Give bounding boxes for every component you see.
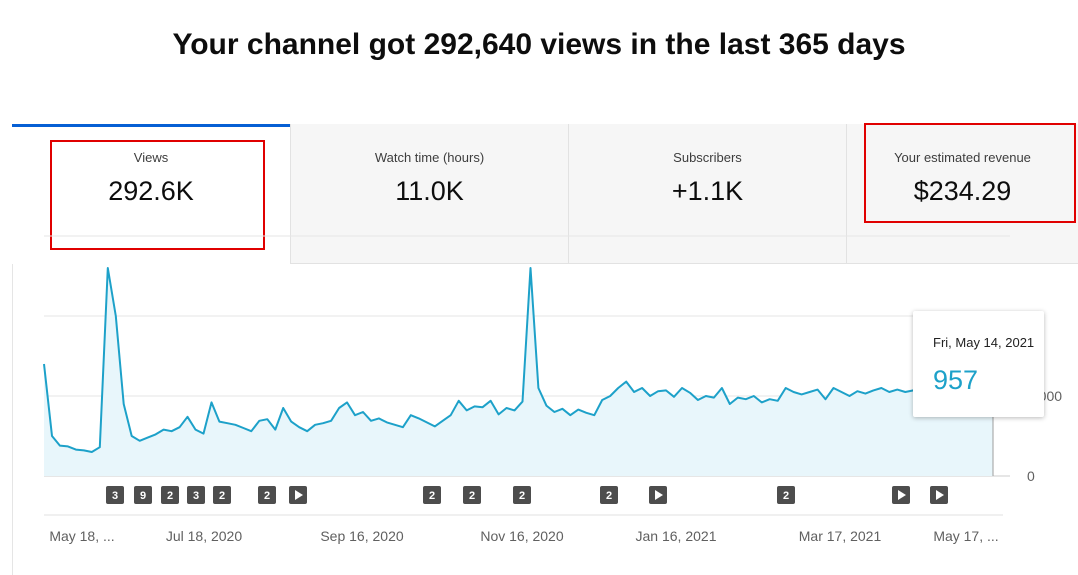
event-marker[interactable]: 2 — [600, 486, 618, 504]
event-marker[interactable]: 2 — [423, 486, 441, 504]
tab-watch-time-label: Watch time (hours) — [374, 150, 485, 165]
play-icon — [898, 490, 906, 500]
tooltip-date: Fri, May 14, 2021 — [933, 335, 1035, 350]
video-marker[interactable] — [649, 486, 667, 504]
x-tick-label: Jul 18, 2020 — [166, 528, 242, 544]
event-marker-count: 3 — [193, 490, 199, 502]
event-marker[interactable]: 2 — [213, 486, 231, 504]
event-marker-count: 9 — [140, 490, 146, 502]
chart-tooltip: Fri, May 14, 2021 957 — [913, 311, 1044, 417]
tooltip-value: 957 — [933, 365, 979, 395]
metric-tabs: Views 292.6K Watch time (hours) 11.0K Su… — [12, 124, 1078, 264]
tab-watch-time-value: 11.0K — [395, 176, 464, 206]
x-tick-label: Nov 16, 2020 — [480, 528, 563, 544]
x-tick-label: Jan 16, 2021 — [636, 528, 717, 544]
tab-estimated-revenue[interactable]: Your estimated revenue $234.29 — [846, 124, 1078, 264]
tab-subscribers-label: Subscribers — [673, 150, 742, 165]
event-marker-count: 2 — [469, 490, 475, 502]
event-marker-count: 2 — [219, 490, 225, 502]
event-marker-count: 2 — [606, 490, 612, 502]
play-icon — [936, 490, 944, 500]
event-marker[interactable]: 2 — [777, 486, 795, 504]
tab-subscribers[interactable]: Subscribers +1.1K — [568, 124, 846, 264]
tab-estimated-revenue-value: $234.29 — [913, 176, 1012, 206]
x-axis-ticks: May 18, ... Jul 18, 2020 Sep 16, 2020 Nov 1… — [44, 514, 1003, 544]
play-icon — [295, 490, 303, 500]
x-tick-label: Sep 16, 2020 — [320, 528, 404, 544]
page-headline: Your channel got 292,640 views in the la… — [172, 28, 906, 61]
event-marker[interactable]: 2 — [161, 486, 179, 504]
event-marker[interactable]: 3 — [187, 486, 205, 504]
event-marker[interactable]: 2 — [258, 486, 276, 504]
x-tick-label: Mar 17, 2021 — [799, 528, 882, 544]
tab-subscribers-value: +1.1K — [671, 176, 744, 206]
event-marker-count: 2 — [264, 490, 270, 502]
x-tick-label: May 18, ... — [49, 528, 114, 544]
event-marker-count: 3 — [112, 490, 118, 502]
event-marker-count: 2 — [167, 490, 173, 502]
video-marker[interactable] — [289, 486, 307, 504]
tab-views[interactable]: Views 292.6K — [12, 124, 290, 264]
event-marker[interactable]: 2 — [513, 486, 531, 504]
tab-watch-time[interactable]: Watch time (hours) 11.0K — [290, 124, 568, 264]
video-marker[interactable] — [930, 486, 948, 504]
event-marker-count: 2 — [519, 490, 525, 502]
event-marker[interactable]: 3 — [106, 486, 124, 504]
event-marker[interactable]: 9 — [134, 486, 152, 504]
tab-views-label: Views — [133, 150, 169, 165]
event-marker-count: 2 — [783, 490, 789, 502]
video-marker[interactable] — [892, 486, 910, 504]
event-marker[interactable]: 2 — [463, 486, 481, 504]
tab-estimated-revenue-label: Your estimated revenue — [894, 150, 1031, 165]
views-line — [43, 267, 994, 453]
tab-views-value: 292.6K — [108, 176, 194, 206]
event-markers: 3 9 2 3 2 2 2 2 2 2 2 — [106, 486, 948, 504]
y-tick-label: 0 — [1027, 468, 1035, 484]
play-icon — [655, 490, 663, 500]
views-area-fill — [44, 268, 993, 476]
event-marker-count: 2 — [429, 490, 435, 502]
x-tick-label: May 17, ... — [933, 528, 998, 544]
